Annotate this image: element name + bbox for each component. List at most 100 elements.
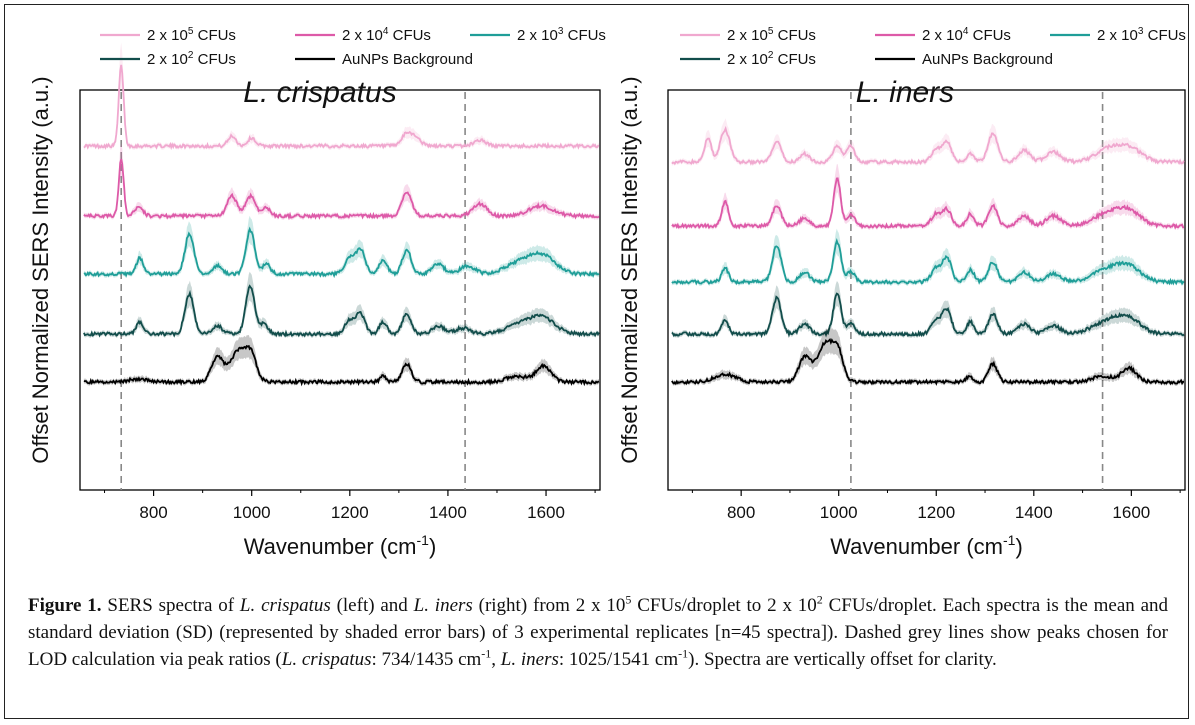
x-axis-label-text: ): [1015, 534, 1022, 559]
legend-label-text: CFUs: [193, 27, 236, 44]
caption-text: ,: [491, 649, 501, 670]
legend-label-superscript: 2: [768, 50, 774, 61]
chart-panel-2: 800 1000 1200 1400 1600 Wavenumber (cm-1) Offs…: [617, 26, 1186, 559]
series-line: [83, 226, 600, 279]
x-tick-label: 1200: [331, 503, 369, 522]
panel-title: L. crispatus: [243, 76, 396, 109]
legend-label-superscript: 5: [188, 26, 194, 37]
caption-text: ). Spectra are vertically offset for cla…: [688, 649, 997, 670]
series-line: [671, 292, 1185, 339]
caption-text: CFUs/droplet to 2 x 10: [631, 595, 817, 616]
x-axis-label-text: Wavenumber (cm: [830, 534, 1003, 559]
series-sd-band: [671, 228, 1184, 286]
caption-species: L. iners: [500, 649, 559, 670]
caption-species: L. iners: [413, 595, 473, 616]
legend-label-text: CFUs: [773, 27, 816, 44]
legend-label-superscript: 4: [383, 26, 389, 37]
series-sd-band: [83, 215, 599, 278]
legend-label-text: CFUs: [773, 51, 816, 68]
x-tick-label: 1400: [1015, 503, 1053, 522]
y-axis-label: Offset Normalized SERS Intensity (a.u.): [617, 76, 642, 463]
series-sd-band: [671, 164, 1184, 230]
series-line: [671, 237, 1185, 286]
panel-title: L. iners: [856, 76, 954, 109]
caption-text: (left) and: [330, 595, 414, 616]
x-tick-label: 800: [139, 503, 167, 522]
y-axis-label: Offset Normalized SERS Intensity (a.u.): [28, 76, 53, 463]
legend-label-superscript: 2: [188, 50, 194, 61]
series-sd-band: [83, 142, 599, 220]
x-tick-label: 1000: [233, 503, 271, 522]
legend-label-text: 2 x 10: [147, 27, 188, 44]
x-axis-label-superscript: -1: [1003, 532, 1016, 548]
series-sd-band: [83, 271, 599, 338]
plot-area-border: [79, 89, 601, 491]
caption-superscript: -1: [481, 646, 492, 661]
legend-label-text: 2 x 10: [727, 27, 768, 44]
x-axis-label-text: ): [429, 534, 436, 559]
series-line: [83, 64, 600, 151]
caption-superscript: 5: [625, 592, 632, 607]
series-line: [83, 284, 600, 338]
series-line: [671, 177, 1185, 230]
legend-label: AuNPs Background: [922, 51, 1053, 68]
legend-label: 2 x 102 CFUs: [147, 50, 236, 68]
legend-label: 2 x 104 CFUs: [342, 26, 431, 44]
legend-label-text: 2 x 10: [147, 51, 188, 68]
legend-label: 2 x 103 CFUs: [1097, 26, 1186, 44]
legend-label-text: 2 x 10: [922, 27, 963, 44]
x-axis-label: Wavenumber (cm-1): [244, 532, 437, 559]
plot-area-border: [667, 89, 1186, 491]
x-tick-label: 800: [727, 503, 755, 522]
legend-label: 2 x 102 CFUs: [727, 50, 816, 68]
caption-text: (right) from 2 x 10: [472, 595, 626, 616]
legend-label-text: 2 x 10: [1097, 27, 1138, 44]
caption-superscript: 2: [816, 592, 823, 607]
legend-label-text: CFUs: [388, 27, 431, 44]
legend-label: 2 x 105 CFUs: [147, 26, 236, 44]
figure-caption: Figure 1. SERS spectra of L. crispatus (…: [28, 592, 1168, 673]
x-tick-label: 1600: [1112, 503, 1150, 522]
x-axis-label: Wavenumber (cm-1): [830, 532, 1023, 559]
legend-label-text: AuNPs Background: [342, 51, 473, 68]
legend-label-text: CFUs: [563, 27, 606, 44]
series-line: [83, 344, 600, 387]
x-tick-label: 1400: [429, 503, 467, 522]
series-sd-band: [671, 281, 1184, 338]
legend-label: 2 x 104 CFUs: [922, 26, 1011, 44]
caption-text: : 734/1435 cm: [371, 649, 482, 670]
legend-label-text: 2 x 10: [727, 51, 768, 68]
legend-label-text: 2 x 10: [517, 27, 558, 44]
caption-text: : 1025/1541 cm: [558, 649, 679, 670]
chart-panel-1: 800 1000 1200 1400 1600 Wavenumber (cm-1) Offs…: [28, 26, 606, 559]
x-axis-label-text: Wavenumber (cm: [244, 534, 417, 559]
caption-species: L. crispatus: [281, 649, 372, 670]
legend-label-text: CFUs: [968, 27, 1011, 44]
legend-label-superscript: 3: [1138, 26, 1144, 37]
x-tick-label: 1600: [527, 503, 565, 522]
legend-label-superscript: 3: [558, 26, 564, 37]
legend-label-text: CFUs: [1143, 27, 1186, 44]
x-tick-label: 1200: [917, 503, 955, 522]
figure-frame: [4, 4, 1189, 719]
caption-text: SERS spectra of: [101, 595, 240, 616]
legend-label-superscript: 5: [768, 26, 774, 37]
legend-label-text: 2 x 10: [342, 27, 383, 44]
caption-label: Figure 1.: [28, 595, 102, 616]
series-line: [83, 158, 600, 221]
x-axis-label-superscript: -1: [417, 532, 430, 548]
series-sd-band: [83, 334, 599, 386]
caption-text: CFUs/droplet. Each spectra is the mean a…: [28, 595, 1169, 670]
x-tick-label: 1000: [820, 503, 858, 522]
legend-label: 2 x 105 CFUs: [727, 26, 816, 44]
legend-label-text: CFUs: [193, 51, 236, 68]
legend-label: 2 x 103 CFUs: [517, 26, 606, 44]
caption-species: L. crispatus: [239, 595, 331, 616]
legend-label: AuNPs Background: [342, 51, 473, 68]
series-line: [671, 125, 1185, 166]
legend-label-text: AuNPs Background: [922, 51, 1053, 68]
legend-label-superscript: 4: [963, 26, 969, 37]
